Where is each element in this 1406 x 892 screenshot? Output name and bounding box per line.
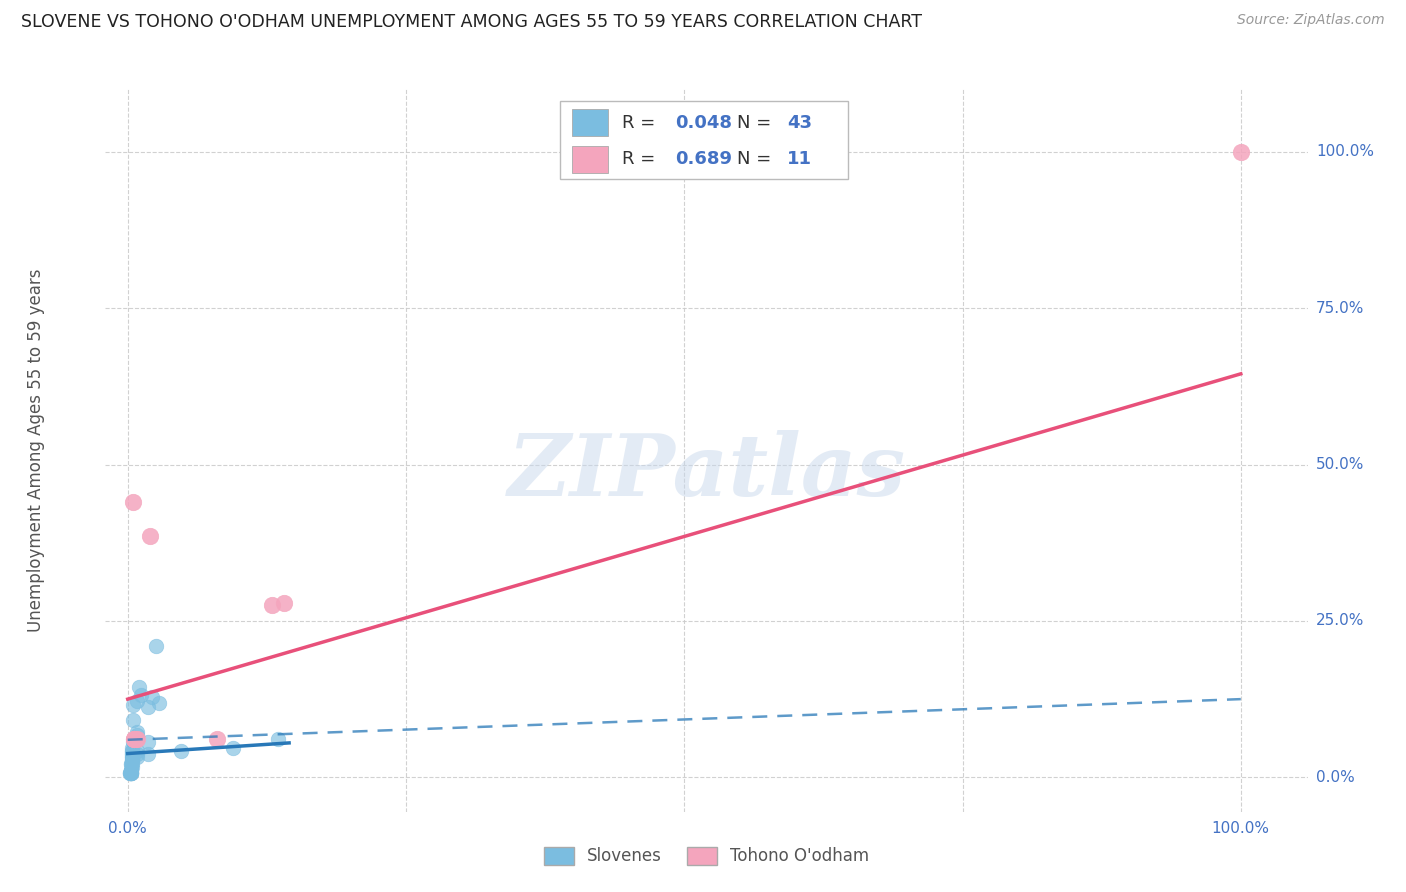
Point <box>129 688 152 702</box>
Text: N =: N = <box>737 113 776 132</box>
Point <box>136 700 159 714</box>
Point <box>139 529 162 543</box>
Point <box>120 766 142 780</box>
FancyBboxPatch shape <box>572 109 607 136</box>
Point <box>122 698 145 713</box>
Text: 0.0%: 0.0% <box>108 822 148 836</box>
Text: Source: ZipAtlas.com: Source: ZipAtlas.com <box>1237 13 1385 28</box>
Point <box>125 750 148 764</box>
Point <box>121 750 143 764</box>
Point <box>118 766 141 780</box>
Point <box>120 763 142 777</box>
FancyBboxPatch shape <box>572 145 607 173</box>
Point <box>121 753 143 767</box>
Point <box>121 747 143 761</box>
Point <box>120 766 142 780</box>
Point <box>122 495 145 509</box>
Text: ZIPatlas: ZIPatlas <box>508 430 905 514</box>
Point <box>125 731 148 746</box>
Text: SLOVENE VS TOHONO O'ODHAM UNEMPLOYMENT AMONG AGES 55 TO 59 YEARS CORRELATION CHA: SLOVENE VS TOHONO O'ODHAM UNEMPLOYMENT A… <box>21 13 922 31</box>
Point <box>273 596 295 610</box>
Text: R =: R = <box>623 113 661 132</box>
Point <box>125 728 148 742</box>
Point <box>205 731 228 746</box>
Text: 0.048: 0.048 <box>675 113 733 132</box>
Point <box>222 740 245 755</box>
Point <box>262 599 284 613</box>
Text: 75.0%: 75.0% <box>1316 301 1364 316</box>
Text: 100.0%: 100.0% <box>1212 822 1270 836</box>
Point <box>120 756 142 771</box>
Point <box>120 756 142 771</box>
Text: 0.689: 0.689 <box>675 150 733 169</box>
Point <box>124 731 146 746</box>
Point <box>122 734 145 748</box>
Point <box>125 744 148 758</box>
Text: 50.0%: 50.0% <box>1316 457 1364 472</box>
Point <box>121 750 143 764</box>
Point <box>120 766 142 780</box>
Point <box>120 763 142 777</box>
Point <box>121 753 143 767</box>
FancyBboxPatch shape <box>560 101 848 178</box>
Point <box>124 731 146 746</box>
Text: R =: R = <box>623 150 661 169</box>
Point <box>121 744 143 758</box>
Text: Unemployment Among Ages 55 to 59 years: Unemployment Among Ages 55 to 59 years <box>27 268 45 632</box>
Point <box>1229 145 1251 159</box>
Legend: Slovenes, Tohono O'odham: Slovenes, Tohono O'odham <box>537 840 876 872</box>
Point <box>136 747 159 761</box>
Point <box>148 697 170 711</box>
Text: 11: 11 <box>787 150 813 169</box>
Point <box>120 766 142 780</box>
Point <box>120 766 142 780</box>
Point <box>121 747 143 761</box>
Point <box>125 694 148 708</box>
Point <box>125 747 148 761</box>
Point <box>125 725 148 739</box>
Point <box>128 680 150 694</box>
Text: N =: N = <box>737 150 776 169</box>
Point <box>118 766 141 780</box>
Text: 0.0%: 0.0% <box>1316 770 1354 785</box>
Point <box>170 744 193 758</box>
Point <box>141 690 163 705</box>
Point <box>136 734 159 748</box>
Point <box>121 760 143 774</box>
Point <box>121 744 143 758</box>
Point <box>122 713 145 727</box>
Text: 43: 43 <box>787 113 813 132</box>
Point <box>121 740 143 755</box>
Text: 25.0%: 25.0% <box>1316 614 1364 629</box>
Point <box>267 731 290 746</box>
Point <box>124 731 146 746</box>
Point <box>145 639 167 653</box>
Point <box>124 731 146 746</box>
Point <box>121 756 143 771</box>
Text: 100.0%: 100.0% <box>1316 145 1374 160</box>
Point <box>118 766 141 780</box>
